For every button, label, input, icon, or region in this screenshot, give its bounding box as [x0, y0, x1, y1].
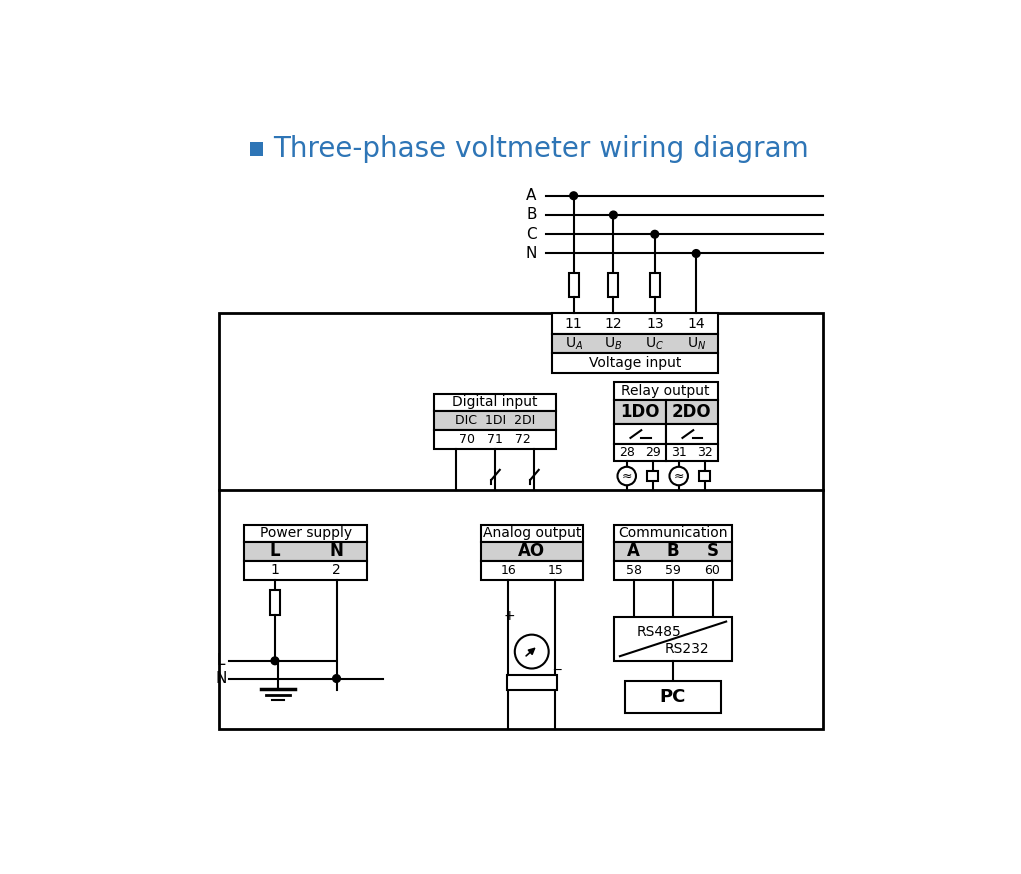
Bar	[614, 542, 732, 561]
Text: 12: 12	[604, 316, 622, 330]
Bar	[434, 393, 556, 412]
Text: L: L	[216, 654, 226, 669]
Bar	[218, 313, 823, 729]
Text: A: A	[527, 188, 537, 204]
Text: Analog output: Analog output	[483, 526, 581, 540]
Bar	[614, 561, 732, 580]
Text: N: N	[526, 246, 537, 261]
Circle shape	[272, 657, 279, 664]
Circle shape	[670, 467, 688, 485]
Text: 2DO: 2DO	[672, 403, 712, 421]
Text: Relay output: Relay output	[622, 384, 710, 398]
Text: Digital input: Digital input	[452, 395, 538, 410]
Bar	[481, 524, 583, 542]
Text: 11: 11	[565, 316, 583, 330]
Bar	[552, 335, 718, 353]
Bar	[625, 681, 721, 713]
Text: Power supply: Power supply	[259, 526, 352, 540]
Text: PC: PC	[660, 688, 686, 706]
Text: +: +	[504, 609, 516, 623]
Bar	[249, 142, 263, 156]
Bar	[614, 425, 666, 444]
Bar	[614, 524, 732, 542]
Bar	[434, 430, 556, 449]
Bar	[271, 590, 280, 615]
Bar	[614, 382, 718, 399]
Text: 31: 31	[671, 446, 686, 459]
Text: Three-phase voltmeter wiring diagram: Three-phase voltmeter wiring diagram	[273, 135, 809, 163]
Circle shape	[333, 675, 340, 683]
Text: U$_N$: U$_N$	[686, 336, 706, 351]
Text: RS232: RS232	[665, 642, 710, 656]
Text: ≈: ≈	[622, 469, 632, 482]
Text: 1: 1	[271, 564, 280, 578]
Text: L: L	[270, 543, 280, 560]
Text: U$_A$: U$_A$	[565, 336, 583, 351]
Bar	[434, 412, 556, 430]
Text: U$_C$: U$_C$	[645, 336, 665, 351]
Bar	[614, 399, 666, 425]
Text: A: A	[627, 543, 640, 560]
Text: 28: 28	[619, 446, 635, 459]
Text: N: N	[215, 671, 227, 686]
Bar	[569, 273, 579, 297]
Text: RS485: RS485	[637, 625, 682, 639]
Text: S: S	[707, 543, 719, 560]
Text: Voltage input: Voltage input	[589, 356, 681, 370]
Text: 13: 13	[646, 316, 664, 330]
Text: C: C	[526, 226, 537, 242]
Text: DIC  1DI  2DI: DIC 1DI 2DI	[455, 414, 535, 427]
Text: ─: ─	[553, 664, 561, 677]
Circle shape	[692, 250, 700, 257]
Text: 16: 16	[500, 564, 516, 577]
Circle shape	[515, 635, 548, 669]
Bar	[506, 675, 556, 690]
Bar	[244, 542, 368, 561]
Bar	[552, 353, 718, 373]
Text: Communication: Communication	[619, 526, 728, 540]
Text: 29: 29	[645, 446, 661, 459]
Bar	[244, 561, 368, 580]
Text: B: B	[526, 207, 537, 223]
Text: U$_B$: U$_B$	[604, 336, 623, 351]
Text: 32: 32	[696, 446, 713, 459]
Bar	[552, 313, 718, 335]
Circle shape	[618, 467, 636, 485]
Bar	[614, 444, 718, 461]
Bar	[614, 617, 732, 661]
Text: 58: 58	[626, 564, 641, 577]
Text: 15: 15	[547, 564, 564, 577]
Bar	[481, 561, 583, 580]
Bar	[481, 542, 583, 561]
Bar	[666, 425, 718, 444]
Bar	[244, 524, 368, 542]
Text: 1DO: 1DO	[620, 403, 660, 421]
Bar	[699, 471, 711, 481]
Text: 2: 2	[332, 564, 341, 578]
Text: 70   71   72: 70 71 72	[459, 433, 531, 446]
Circle shape	[570, 192, 578, 199]
Bar	[609, 273, 619, 297]
Bar	[649, 273, 660, 297]
Text: ≈: ≈	[674, 469, 684, 482]
Bar	[647, 471, 659, 481]
Text: 14: 14	[687, 316, 704, 330]
Text: 59: 59	[665, 564, 681, 577]
Text: AO: AO	[519, 543, 545, 560]
Circle shape	[610, 212, 618, 218]
Circle shape	[651, 231, 659, 238]
Bar	[666, 399, 718, 425]
Text: 60: 60	[704, 564, 721, 577]
Text: N: N	[330, 543, 343, 560]
Text: B: B	[667, 543, 679, 560]
